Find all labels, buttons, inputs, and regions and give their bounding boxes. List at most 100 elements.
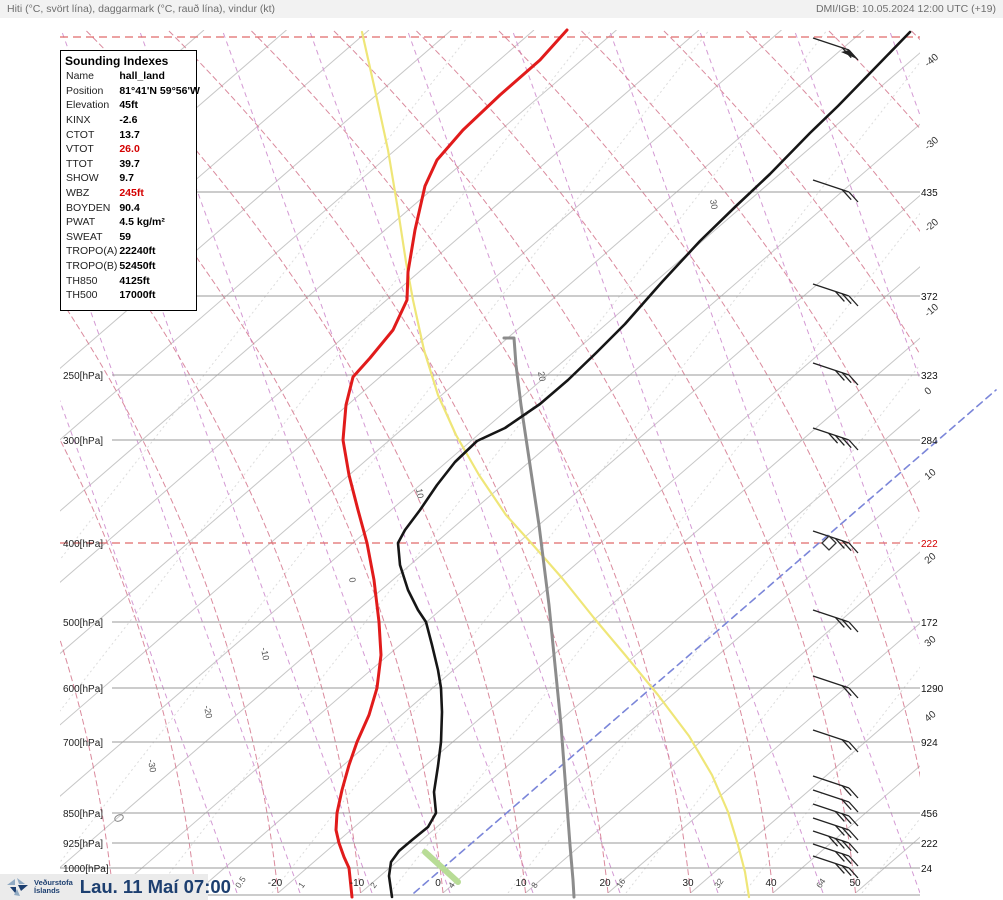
wind-barb-feather [848,867,859,879]
index-label: CTOT [66,128,95,141]
wind-barb [812,803,859,827]
pressure-label: 925[hPa] [63,839,103,850]
isotherm-line [607,622,920,893]
wind-barb-feather [848,439,859,451]
index-value: 26.0 [119,143,140,156]
index-value: 45ft [119,99,139,112]
isotherm-line [938,30,1003,893]
temp-axis-label: 20 [599,878,611,889]
dry-adiabat-line [910,30,920,41]
height-label: 372 [921,292,938,303]
dry-adiabat-line [60,298,279,893]
wind-barb-feather [841,619,852,631]
isotherm-line [60,30,782,655]
dry-adiabat-line [993,30,1003,893]
mixing-ratio-line [308,30,621,893]
wbz-green-marker [422,849,461,885]
dry-adiabat-line [60,438,196,893]
wind-barb-feather [841,813,852,825]
index-label: Position [66,84,104,97]
wind-barb-feather [848,842,859,854]
index-row: TH500 17000ft [66,288,200,303]
yellow-reference-line [360,30,751,899]
temperature-curve [387,30,912,899]
dry-adiabat-line [745,30,920,233]
indexes-title: Sounding Indexes [65,54,169,68]
isotherm-line [60,30,370,298]
wind-barb-feather [848,542,859,554]
mixing-ratio-line [793,30,920,381]
isotherm-line [60,30,700,583]
mixing-ratio-label: 64 [814,876,828,890]
wind-barb-staff [812,789,850,803]
isotherm-line [195,266,920,893]
height-label: 323 [921,371,938,382]
wind-barb-feather [841,372,852,384]
isotherm-label: -40 [923,52,941,70]
index-row: CTOT 13.7 [66,127,200,142]
wind-barb-pennant [841,50,857,59]
isotherm-line [60,30,535,441]
wind-barb-feather [834,435,845,446]
dry-adiabat-line [332,30,774,893]
plot-title: Hiti (°C, svört lína), daggarmark (°C, r… [7,3,276,15]
mixing-ratio-label: 0.5 [233,874,248,890]
index-row: SHOW 9.7 [66,171,200,186]
wind-barb [812,830,859,854]
wind-barb [812,37,859,61]
station-marker [114,814,124,822]
wind-barb-feather [828,432,839,444]
mixing-ratio-line [221,30,534,893]
mixing-ratio-label: 8 [529,880,540,890]
isotherm-line [525,551,920,893]
index-label: TROPO(A) [66,245,118,258]
wind-barb-feather [848,829,859,841]
wind-barb [812,283,859,307]
wind-barb-feather [848,687,859,699]
adiabat-label: 20 [536,371,548,383]
index-row: TH850 4125ft [66,273,200,288]
temp-axis-label: 0 [435,878,441,889]
isotherm-line [112,194,920,893]
wind-barb-feather [841,799,852,811]
wind-barb-feather [848,741,859,753]
wind-barb-feather [834,838,845,849]
isotherm-label: 40 [923,709,939,725]
wind-barb [812,817,859,841]
mixing-ratio-label: 32 [712,876,726,890]
wind-barb-feather [841,840,852,852]
wind-barb-staff [812,179,850,193]
temp-axis-label: -20 [268,878,283,889]
pressure-label: 850[hPa] [63,809,103,820]
wind-barb-staff [812,37,850,51]
wind-barb-feather [841,437,852,449]
index-row: WBZ 245ft [66,186,200,201]
isotherm-line [277,337,920,893]
dry-adiabat-line [167,30,609,893]
wind-barb-staff [812,609,850,623]
index-value: 13.7 [119,128,140,141]
wind-barb-feather [834,538,845,549]
isotherm-label: -10 [923,302,941,320]
wind-barb-feather [841,189,852,201]
wind-barb [812,775,859,799]
isotherm-label: 10 [923,467,939,483]
wind-barb [812,675,859,699]
adiabat-label: -30 [146,759,158,774]
pressure-label: 300[hPa] [63,436,103,447]
index-value: 90.4 [119,201,140,214]
vedurstofa-logo-icon [7,878,28,896]
index-value: 17000ft [119,289,156,302]
isotherm-label: 20 [923,551,939,567]
footer-bar: Veðurstofa Íslands Lau. 11 Maí 07:00 [0,874,231,900]
wind-barb-staff [812,855,850,869]
wind-barb-feather [834,863,845,874]
dry-adiabat-line [60,638,114,893]
index-value: 4.5 kg/m² [119,216,165,229]
mixing-ratio-label: 1 [296,880,307,890]
pressure-label: 1000[hPa] [63,864,109,875]
index-value: 81°41'N 59°56'W [119,84,200,97]
index-row: BOYDEN 90.4 [66,200,200,215]
dry-adiabat-line [0,30,31,893]
